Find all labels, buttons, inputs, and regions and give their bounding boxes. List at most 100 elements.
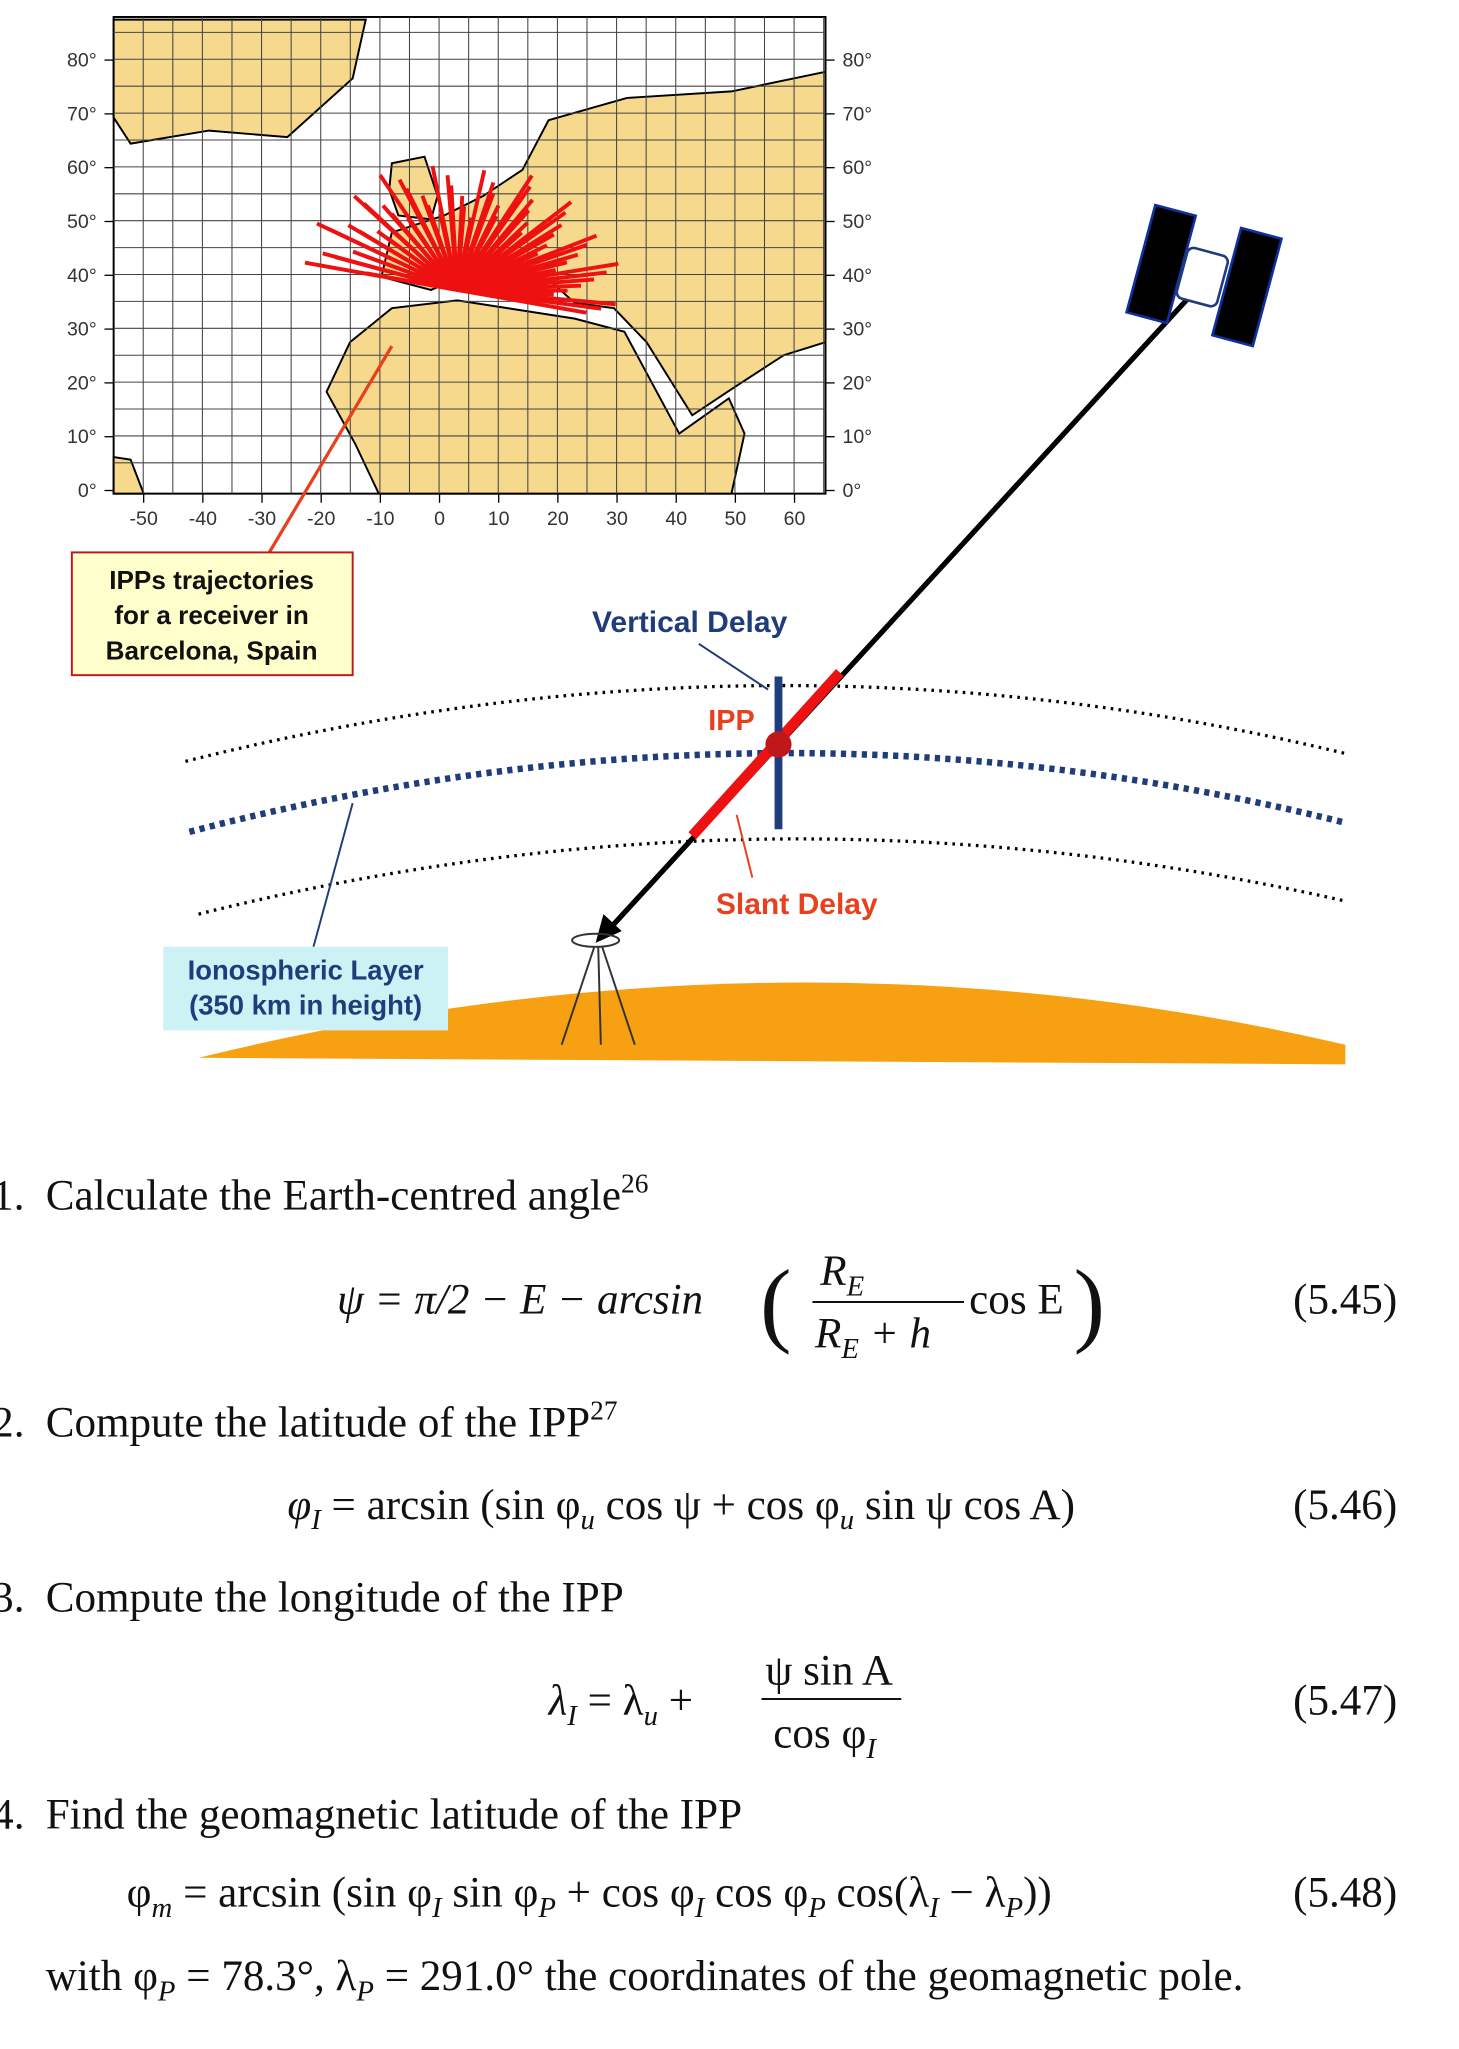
eq-sub: u (840, 1504, 854, 1536)
ipp-point (765, 731, 792, 758)
eq-sub: I (310, 1504, 322, 1536)
slant-delay-label: Slant Delay (716, 888, 878, 921)
step-text: Compute the latitude of the IPP (46, 1400, 590, 1447)
step-text: Compute the longitude of the IPP (46, 1575, 624, 1622)
iono-label: Ionospheric Layer (350 km in height) (188, 954, 424, 1020)
lat-label: 20° (67, 372, 97, 394)
label-pointer (698, 643, 769, 691)
callout-box (70, 551, 354, 677)
eq-part: cos ψ + cos φ (595, 1482, 840, 1529)
step-text: Find the geomagnetic latitude of the IPP (46, 1791, 742, 1838)
equation: RE (819, 1248, 864, 1302)
footnote-mark: 27 (590, 1396, 617, 1426)
ipp-ray (455, 169, 487, 291)
eq-part: − λ (939, 1870, 1006, 1917)
step-number: 2. (0, 1400, 24, 1447)
lat-label: 0° (842, 480, 861, 502)
pole-note: with φP = 78.3°, λP = 291.0° the coordin… (46, 1953, 1244, 2007)
ipp-ray (430, 165, 460, 291)
eq-sub: u (581, 1504, 595, 1536)
eq-part: φ (127, 1870, 152, 1917)
ipp-ray (404, 187, 459, 291)
equation: ψ = π/2 − E − arcsin (337, 1277, 703, 1324)
eq-sub: m (152, 1892, 173, 1924)
ipp-label: IPP (708, 705, 754, 737)
eq-part: + cos φ (556, 1870, 695, 1917)
lon-label: -20 (307, 508, 335, 530)
lat-label: 80° (842, 50, 872, 72)
earth (198, 982, 1346, 1065)
eq-part: = arcsin (sin φ (172, 1870, 432, 1917)
layer-mid (188, 749, 1347, 836)
lat-label: 20° (842, 372, 872, 394)
lon-label: -10 (366, 508, 394, 530)
eq-part: cos φ (704, 1870, 808, 1917)
eq-sub: u (644, 1700, 658, 1732)
lon-label: 20 (547, 508, 569, 530)
ipp-ray (304, 260, 458, 292)
iono-diagram (185, 683, 1347, 916)
step-number: 3. (0, 1575, 24, 1622)
tripod-leg (560, 946, 596, 1046)
callout-line: for a receiver in (114, 600, 309, 630)
lon-label: -50 (130, 508, 158, 530)
layer-top (185, 683, 1346, 763)
equation: ψ sin A (765, 1648, 893, 1695)
equation-number: (5.48) (1293, 1870, 1397, 1917)
lon-label: 40 (665, 508, 687, 530)
iono-label-line: Ionospheric Layer (188, 954, 424, 985)
solar-panel (1210, 226, 1284, 348)
ipp-ray (456, 287, 587, 315)
lat-label: 50° (67, 211, 97, 233)
equation: cos E (969, 1277, 1064, 1324)
iono-label-line: (350 km in height) (189, 990, 422, 1021)
eq-sub: P (807, 1892, 826, 1924)
lat-label: 10° (67, 426, 97, 448)
equation-number: (5.46) (1293, 1482, 1397, 1529)
lat-label: 30° (67, 319, 97, 341)
lat-label: 50° (842, 211, 872, 233)
callout-arrow (266, 345, 394, 556)
eq-sub: E (846, 1270, 865, 1302)
step-text: Calculate the Earth-centred angle26 (46, 1168, 649, 1219)
lat-label: 70° (842, 103, 872, 125)
vertical-delay-label: Vertical Delay (592, 606, 788, 639)
eq-part: + (658, 1678, 693, 1725)
slant-segment (688, 669, 844, 840)
lon-label: -30 (248, 508, 276, 530)
paren: ) (1074, 1252, 1105, 1356)
eq-sub: E (840, 1333, 859, 1365)
receiver (560, 932, 636, 1046)
eq-sub: P (1005, 1892, 1024, 1924)
arrow-head (595, 914, 622, 943)
lat-label: 10° (842, 426, 872, 448)
ipp-trajectories (304, 165, 619, 315)
equation-number: (5.45) (1293, 1277, 1397, 1324)
eq-part: λ (547, 1678, 568, 1725)
iono-label-box (163, 946, 449, 1031)
satellite-body (1175, 246, 1230, 308)
footnote-mark: 26 (621, 1168, 648, 1198)
lat-label: 40° (842, 265, 872, 287)
label-pointer (312, 802, 354, 948)
equation: RE + h (814, 1311, 931, 1365)
satellite (1124, 203, 1284, 348)
eq-sub: I (694, 1892, 706, 1924)
eq-part: = λ (577, 1678, 644, 1725)
callout-line: Barcelona, Spain (106, 635, 318, 665)
eq-sub: P (157, 1976, 176, 2008)
eq-part: )) (1023, 1870, 1052, 1917)
lat-label: 60° (842, 157, 872, 179)
eq-sub: I (566, 1700, 578, 1732)
lat-label: 40° (67, 265, 97, 287)
paren: ( (760, 1252, 791, 1356)
callout-line: IPPs trajectories (109, 565, 314, 595)
label-pointer (735, 814, 754, 878)
eq-part: φ (287, 1482, 311, 1529)
equation: λI = λu + (547, 1678, 693, 1732)
equation: φm = arcsin (sin φI sin φP + cos φI cos … (127, 1870, 1052, 1924)
eq-part: cos φ (773, 1710, 866, 1757)
step-text: Compute the latitude of the IPP27 (46, 1396, 618, 1447)
